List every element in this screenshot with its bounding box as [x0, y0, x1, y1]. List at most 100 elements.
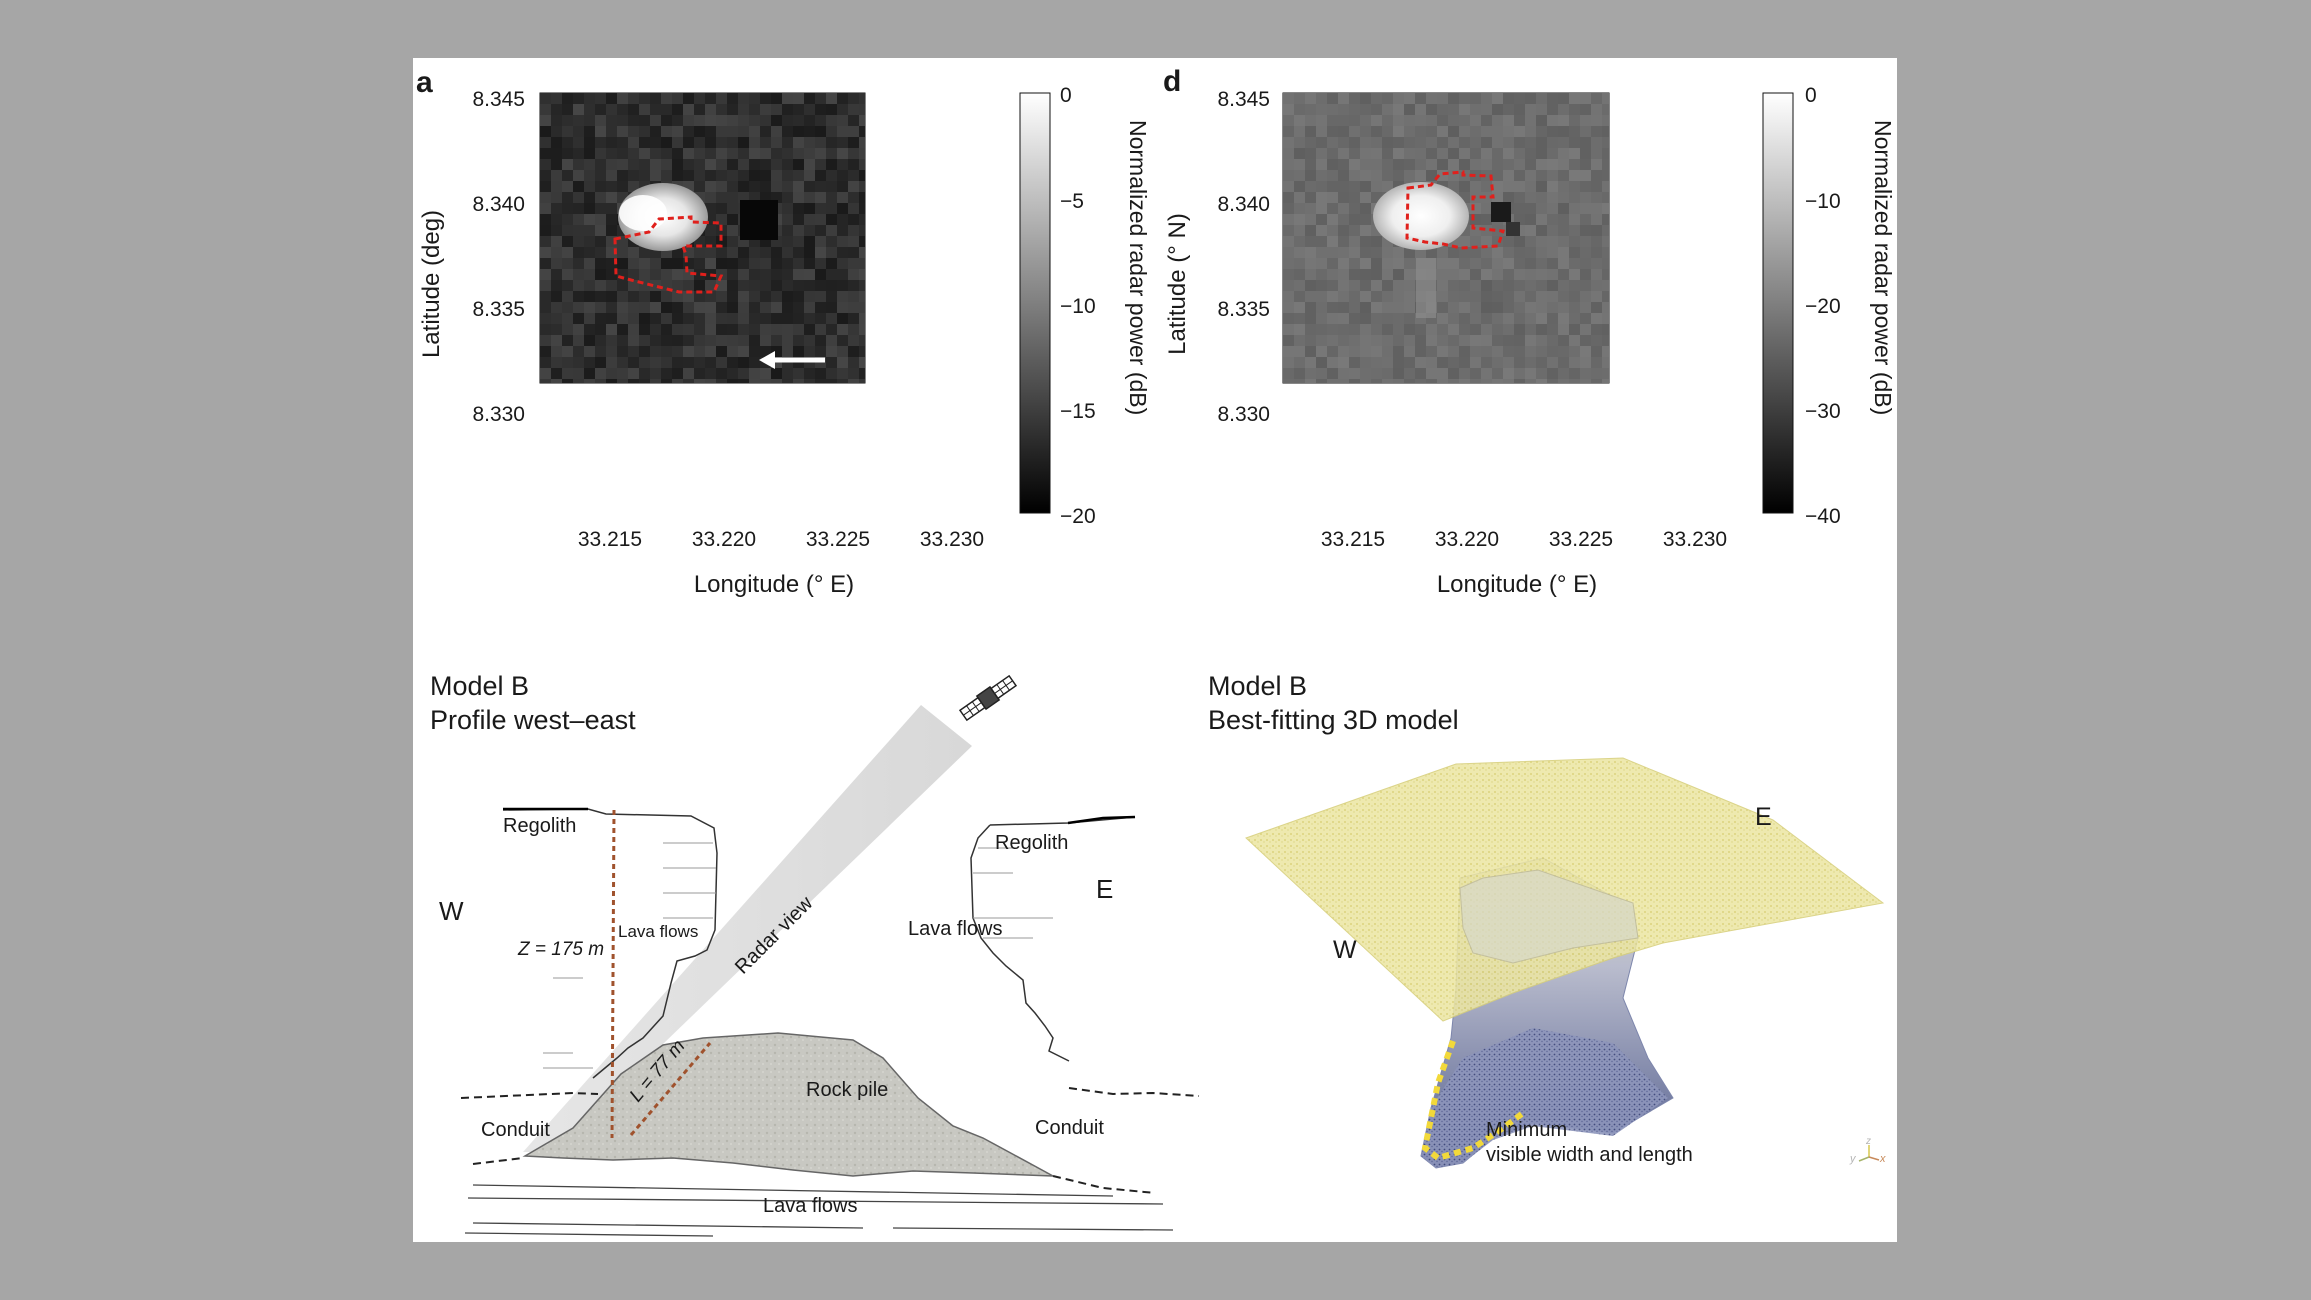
noise-cell — [1547, 258, 1558, 269]
noise-cell — [1349, 269, 1360, 280]
noise-cell — [1569, 247, 1580, 258]
noise-cell — [1558, 159, 1569, 170]
noise-cell — [1459, 269, 1470, 280]
noise-cell — [848, 181, 859, 192]
noise-cell — [584, 181, 595, 192]
noise-cell — [1437, 170, 1448, 181]
noise-cell — [573, 214, 584, 225]
model3d-east: E — [1755, 803, 1772, 831]
noise-cell — [793, 302, 804, 313]
panel-d-label: d — [1163, 65, 1181, 98]
noise-cell — [1591, 203, 1602, 214]
noise-cell — [705, 258, 716, 269]
noise-cell — [1558, 269, 1569, 280]
noise-cell — [628, 137, 639, 148]
noise-cell — [837, 214, 848, 225]
noise-cell — [826, 258, 837, 269]
noise-cell — [727, 104, 738, 115]
bright-feature — [1373, 182, 1469, 250]
noise-cell — [716, 258, 727, 269]
noise-cell — [1536, 324, 1547, 335]
noise-cell — [1481, 170, 1492, 181]
noise-cell — [1481, 368, 1492, 379]
noise-cell — [771, 346, 782, 357]
noise-cell — [573, 104, 584, 115]
noise-cell — [1338, 236, 1349, 247]
noise-cell — [1492, 335, 1503, 346]
noise-cell — [1470, 368, 1481, 379]
noise-cell — [837, 247, 848, 258]
minimum-width-line — [1421, 1039, 1525, 1162]
noise-cell — [1525, 148, 1536, 159]
profile-title-line2: Profile west–east — [430, 705, 636, 735]
noise-cell — [661, 159, 672, 170]
noise-cell — [1327, 214, 1338, 225]
noise-cell — [1591, 148, 1602, 159]
noise-cell — [694, 258, 705, 269]
noise-cell — [639, 357, 650, 368]
noise-cell — [1283, 379, 1294, 383]
noise-cell — [1525, 159, 1536, 170]
noise-cell — [727, 203, 738, 214]
noise-cell — [1393, 302, 1404, 313]
noise-cell — [1338, 126, 1349, 137]
noise-cell — [573, 379, 584, 383]
panel-a-label: a — [416, 66, 433, 99]
noise-cell — [771, 115, 782, 126]
noise-cell — [694, 379, 705, 383]
noise-cell — [573, 137, 584, 148]
noise-cell — [804, 203, 815, 214]
noise-cell — [1470, 280, 1481, 291]
noise-cell — [617, 302, 628, 313]
noise-cell — [804, 214, 815, 225]
noise-cell — [1591, 225, 1602, 236]
noise-cell — [1503, 247, 1514, 258]
noise-cell — [1558, 126, 1569, 137]
bottom-strata — [464, 1184, 1174, 1237]
noise-cell — [683, 247, 694, 258]
noise-cell — [793, 192, 804, 203]
noise-cell — [1327, 225, 1338, 236]
noise-cell — [1492, 258, 1503, 269]
noise-cell — [1481, 148, 1492, 159]
noise-cell — [1602, 258, 1609, 269]
noise-cell — [694, 302, 705, 313]
noise-cell — [804, 247, 815, 258]
noise-cell — [1316, 258, 1327, 269]
noise-cell — [551, 93, 562, 104]
noise-cell — [595, 192, 606, 203]
noise-cell — [584, 126, 595, 137]
noise-cell — [595, 357, 606, 368]
noise-cell — [672, 379, 683, 383]
noise-cell — [1525, 192, 1536, 203]
noise-cell — [1525, 313, 1536, 324]
noise-cell — [1415, 170, 1426, 181]
noise-cell — [628, 126, 639, 137]
noise-cell — [1591, 269, 1602, 280]
dark-shadow — [740, 200, 778, 240]
noise-cell — [1514, 335, 1525, 346]
noise-cell — [1349, 159, 1360, 170]
noise-cell — [771, 258, 782, 269]
noise-cell — [1503, 93, 1514, 104]
noise-cell — [540, 115, 551, 126]
noise-cell — [1536, 247, 1547, 258]
noise-cell — [606, 368, 617, 379]
noise-cell — [540, 181, 551, 192]
noise-cell — [1470, 203, 1481, 214]
noise-cell — [540, 93, 551, 104]
noise-cell — [606, 346, 617, 357]
noise-cell — [1459, 335, 1470, 346]
noise-cell — [1558, 181, 1569, 192]
noise-cell — [1437, 137, 1448, 148]
noise-cell — [1327, 258, 1338, 269]
noise-cell — [848, 137, 859, 148]
noise-cell — [1459, 302, 1470, 313]
model3d-title-line1: Model B — [1208, 671, 1307, 701]
noise-cell — [705, 181, 716, 192]
noise-cell — [760, 335, 771, 346]
noise-cell — [771, 280, 782, 291]
noise-cell — [1602, 192, 1609, 203]
panel-a-xticks: 33.215 33.220 33.225 33.230 — [578, 528, 984, 551]
noise-cell — [760, 181, 771, 192]
